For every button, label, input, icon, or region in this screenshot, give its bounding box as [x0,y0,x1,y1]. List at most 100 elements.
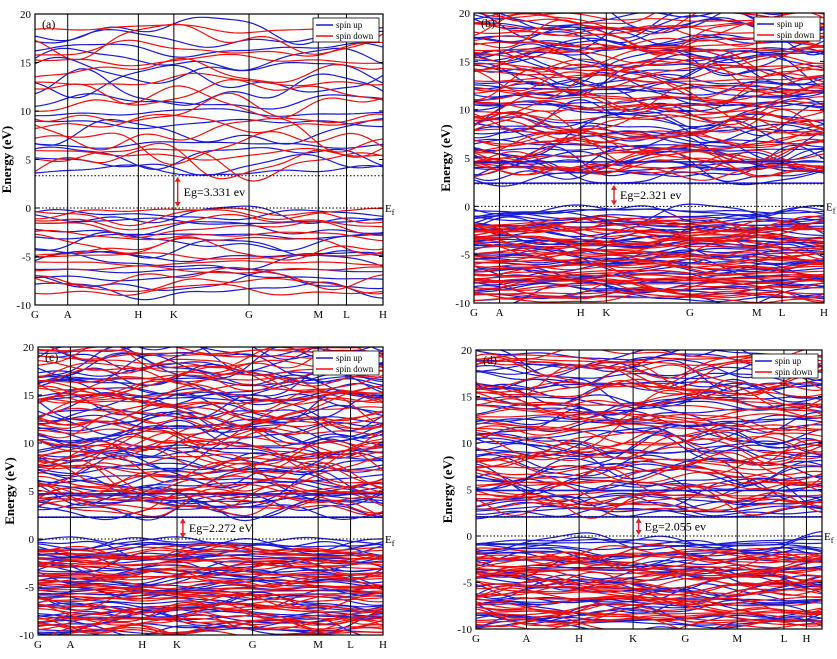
band-panel-a: -10 -5 0 5 10 15 20 G A H K G M L H Energy (eV) (a) spin … [0,9,395,321]
spin-up-conduction-band [35,64,383,99]
spin-down-conduction-band [474,95,824,105]
spin-down-conduction-band [476,471,822,486]
spin-down-valence-band [476,547,822,561]
legend-spin-down-label: spin down [777,30,815,40]
y-axis-label: Energy (eV) [0,126,14,194]
spin-down-valence-band [35,236,383,261]
fermi-level-label: Ef [385,534,395,548]
y-tick-label: 0 [29,534,35,546]
spin-up-valence-band [38,536,383,550]
spin-down-valence-band [474,255,824,271]
spin-down-conduction-band [474,153,824,173]
spin-down-conduction-band [476,430,822,457]
spin-up-conduction-band [35,47,383,71]
k-point-label: M [313,639,323,651]
y-tick-label: -5 [25,582,35,594]
spin-down-valence-band [35,213,383,231]
legend-spin-down-label: spin down [775,367,813,377]
spin-down-valence-band [38,590,383,597]
legend-spin-up-label: spin up [777,19,804,29]
spin-down-conduction-band [476,412,822,424]
spin-down-valence-band [35,221,383,239]
spin-down-conduction-band [474,80,824,113]
spin-down-conduction-band [476,422,822,446]
spin-down-conduction-band [38,462,383,493]
k-point-label: A [66,639,74,651]
spin-up-conduction-band [35,42,383,58]
spin-down-valence-band [38,608,383,628]
spin-down-conduction-band [38,384,383,405]
legend-box [312,17,380,43]
spin-down-conduction-band [476,450,822,475]
spin-up-valence-band [38,591,383,609]
k-point-label: M [732,633,742,645]
k-point-label: L [343,309,350,321]
spin-down-valence-band [38,619,383,634]
spin-down-valence-band [474,215,824,232]
k-point-label: A [496,307,504,319]
spin-down-conduction-band [476,379,822,408]
spin-up-conduction-band [476,424,822,445]
k-point-label: G [472,633,480,645]
k-point-label: H [138,639,146,651]
spin-down-valence-band [38,604,383,615]
spin-down-conduction-band [474,104,824,131]
spin-down-conduction-band [35,117,383,153]
spin-down-conduction-band [476,490,822,498]
band-lines [38,347,383,635]
spin-down-conduction-band [476,450,822,464]
spin-down-conduction-band [476,451,822,483]
spin-down-conduction-band [476,467,822,482]
y-tick-label: 5 [465,153,471,165]
k-point-label: A [523,633,531,645]
band-gap-label: Eg=2.055 ev [645,519,706,533]
band-lines [476,350,822,629]
spin-up-conduction-band [476,418,822,428]
k-point-label: K [602,307,610,319]
band-lines [474,13,824,303]
spin-down-conduction-band [476,423,822,432]
spin-down-conduction-band [474,131,824,147]
y-tick-label: 0 [465,201,471,213]
band-gap-label: Eg=2.272 eV [189,521,253,535]
spin-down-conduction-band [474,47,824,67]
band-gap-arrowhead-up [611,184,617,190]
band-gap-arrowhead-up [179,518,186,524]
spin-down-valence-band [476,565,822,573]
k-point-label: M [313,309,323,321]
y-tick-label: -10 [19,630,34,642]
spin-up-valence-band [38,544,383,560]
spin-down-valence-band [38,563,383,571]
spin-down-valence-band [474,231,824,247]
spin-down-conduction-band [35,78,383,106]
spin-down-conduction-band [474,128,824,155]
fermi-level-label: Ef [385,203,395,217]
spin-down-conduction-band [35,85,383,120]
k-point-label: H [379,309,387,321]
spin-down-valence-band [474,240,824,251]
spin-down-valence-band [35,252,383,260]
k-point-label: L [347,639,354,651]
spin-up-conduction-band [476,427,822,454]
spin-down-valence-band [476,543,822,565]
spin-down-conduction-band [474,57,824,92]
y-axis-label: Energy (eV) [2,457,17,525]
spin-down-conduction-band [476,434,822,466]
spin-down-conduction-band [38,453,383,487]
panel-label: (d) [483,353,497,367]
spin-down-valence-band [474,215,824,236]
panel-label: (b) [481,16,495,30]
spin-up-valence-band [474,204,824,218]
band-gap-arrowhead-down [611,200,617,206]
y-tick-label: 10 [461,438,473,450]
spin-up-conduction-band [38,494,383,521]
spin-up-conduction-band [474,47,824,73]
y-tick-label: 5 [26,155,32,167]
y-tick-label: -10 [16,300,31,312]
spin-down-conduction-band [38,402,383,432]
legend-spin-up-label: spin up [336,20,363,30]
spin-down-valence-band [38,549,383,564]
k-point-label: G [681,633,689,645]
band-gap-label: Eg=2.321 ev [620,188,681,202]
